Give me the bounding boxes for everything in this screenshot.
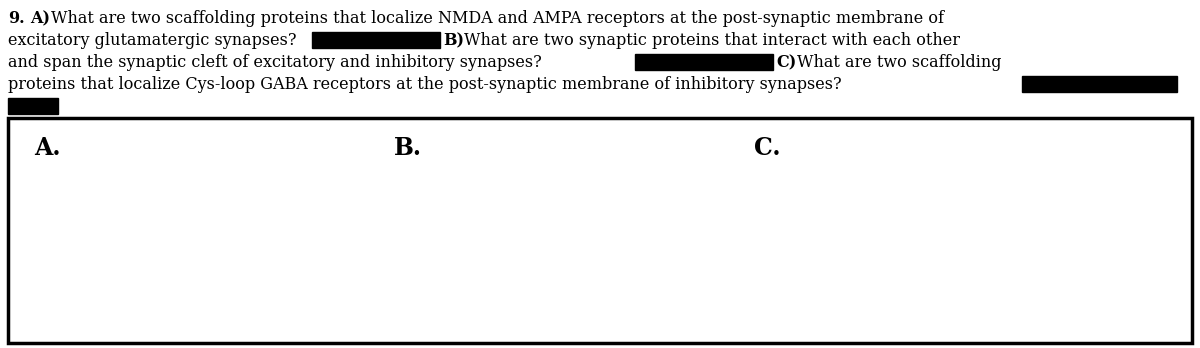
Text: A): A) [30,10,50,27]
Text: B): B) [443,32,464,49]
Text: A.: A. [34,136,60,160]
Bar [1022,76,1177,92]
Text: and span the synaptic cleft of excitatory and inhibitory synapses?: and span the synaptic cleft of excitator… [8,54,541,71]
Text: What are two scaffolding: What are two scaffolding [797,54,1002,71]
Bar [635,54,773,70]
Bar [8,118,1192,343]
Text: What are two scaffolding proteins that localize NMDA and AMPA receptors at the p: What are two scaffolding proteins that l… [50,10,944,27]
Text: 9.: 9. [8,10,25,27]
Text: proteins that localize Cys-loop GABA receptors at the post-synaptic membrane of : proteins that localize Cys-loop GABA rec… [8,76,841,93]
Bar [8,98,58,114]
Text: C): C) [776,54,797,71]
Text: excitatory glutamatergic synapses?: excitatory glutamatergic synapses? [8,32,296,49]
Text: B.: B. [394,136,422,160]
Text: What are two synaptic proteins that interact with each other: What are two synaptic proteins that inte… [464,32,960,49]
Bar [312,32,440,48]
Text: C.: C. [754,136,780,160]
